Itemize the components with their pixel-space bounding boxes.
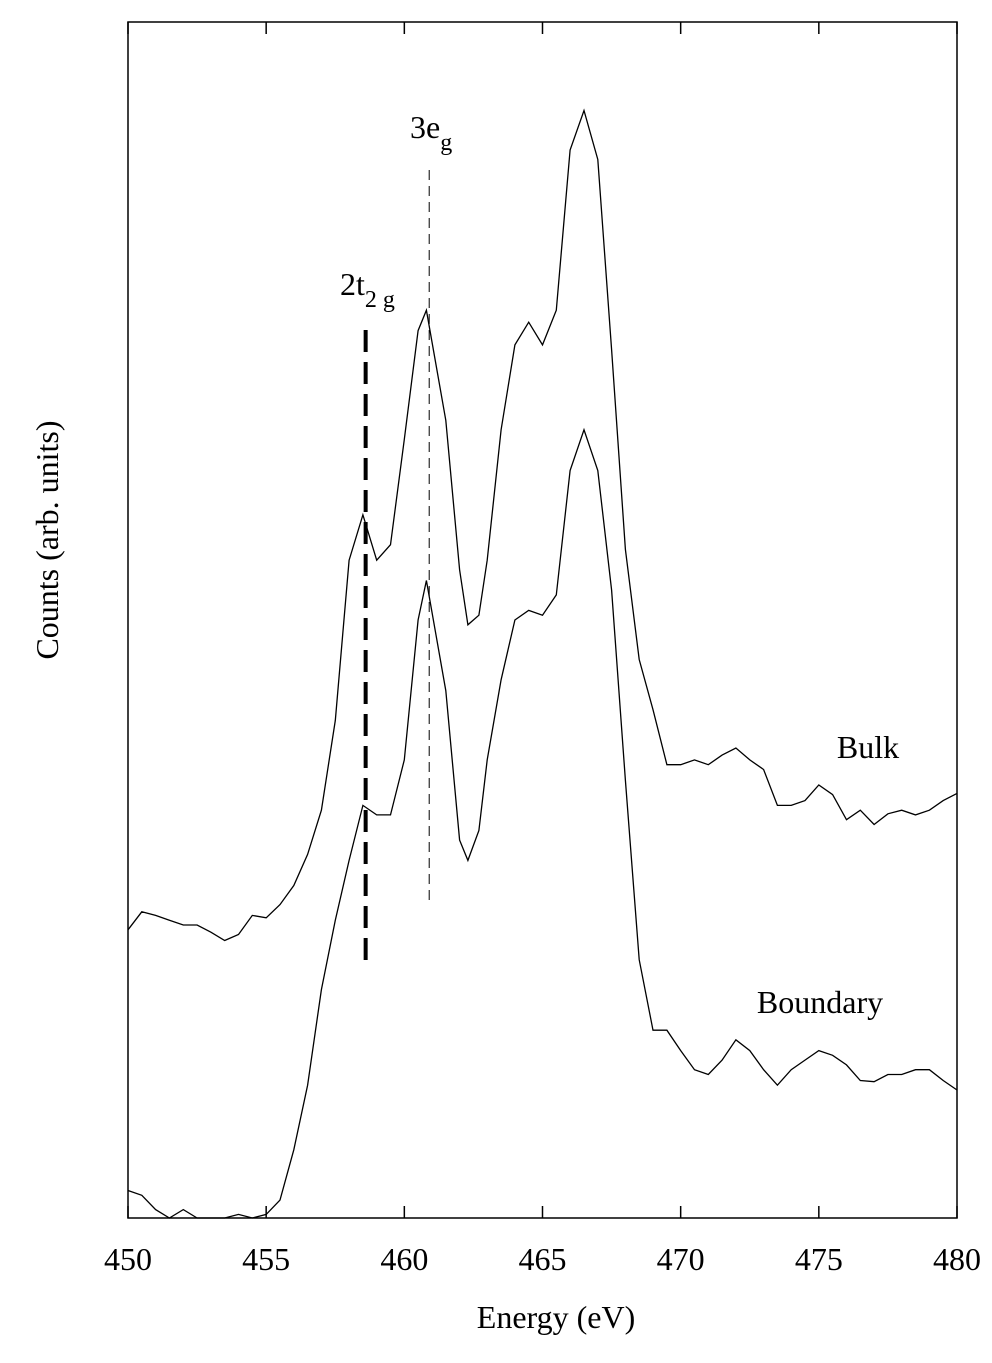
plot-frame — [127, 21, 958, 1219]
y-axis-label: Counts (arb. units) — [29, 420, 65, 659]
marker-label: 2t2 g — [340, 266, 395, 313]
x-tick-label: 455 — [242, 1241, 290, 1277]
x-tick-label: 475 — [795, 1241, 843, 1277]
series-label: Bulk — [837, 729, 899, 765]
x-tick-label: 450 — [104, 1241, 152, 1277]
series-label: Boundary — [757, 984, 883, 1020]
x-tick-label: 460 — [380, 1241, 428, 1277]
series-line — [127, 108, 958, 942]
marker-label-sub: g — [440, 130, 452, 156]
marker-label: 3eg — [410, 109, 452, 156]
marker-label-main: 2t — [340, 266, 365, 302]
marker-label-sub: 2 g — [365, 287, 395, 313]
x-tick-label: 470 — [657, 1241, 705, 1277]
series-line — [127, 427, 958, 1219]
x-tick-label: 480 — [933, 1241, 981, 1277]
x-axis-label: Energy (eV) — [477, 1299, 635, 1335]
x-tick-label: 465 — [519, 1241, 567, 1277]
marker-label-main: 3e — [410, 109, 440, 145]
